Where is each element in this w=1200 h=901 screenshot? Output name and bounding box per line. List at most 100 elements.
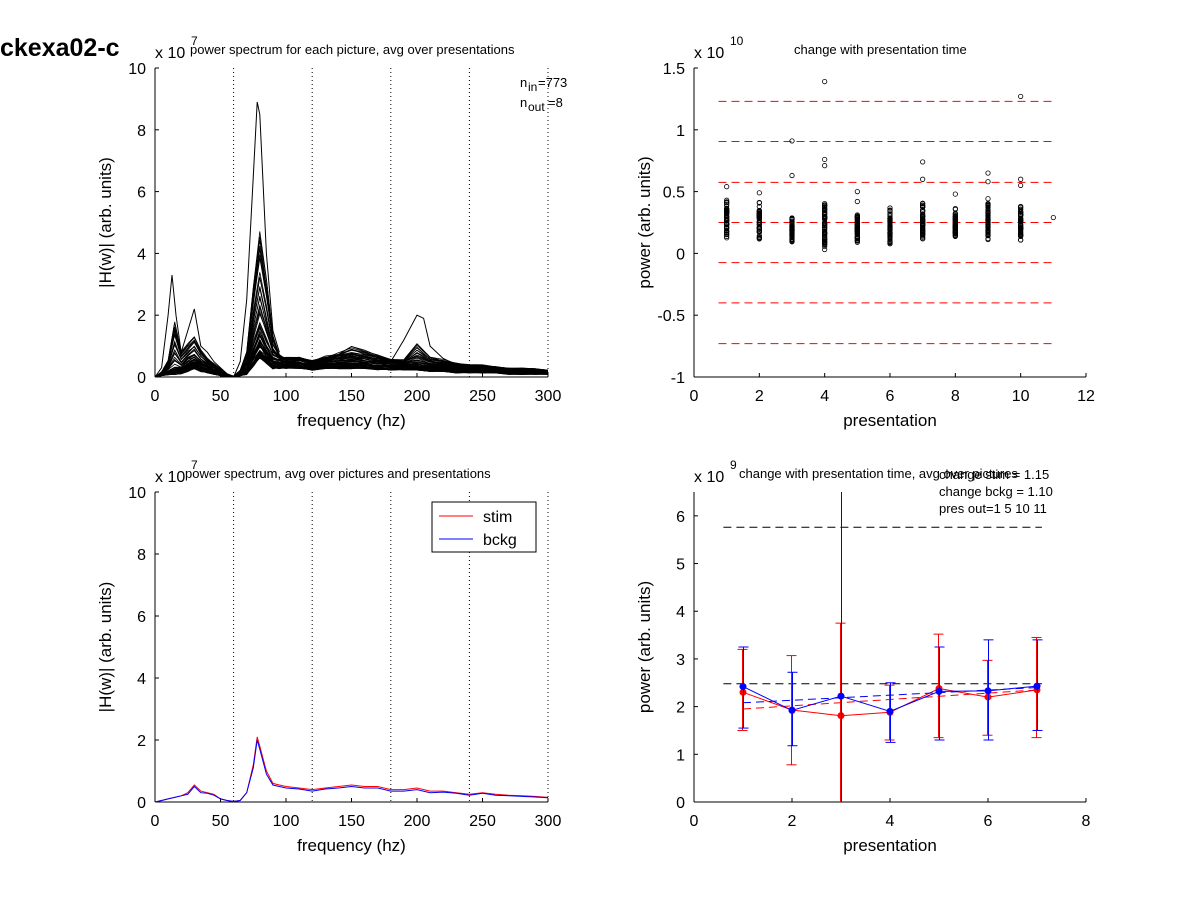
y-tick-label: 1.5 <box>663 61 685 78</box>
scatter-point <box>724 231 730 237</box>
chart-panel-2: 0 2 4 6 8 10 12 -1 -0.5 0 0.5 1 1.5 x 10 10 presentatio… <box>635 34 1095 430</box>
spectrum-trace <box>154 353 549 378</box>
scatter-point <box>887 232 893 238</box>
y-tick-label: 6 <box>137 185 146 202</box>
x-tick-label: 2 <box>788 813 797 830</box>
scatter-point <box>985 217 991 223</box>
scatter-point <box>1018 225 1024 231</box>
scatter-point <box>789 215 795 222</box>
scatter-point <box>985 201 991 208</box>
scatter-point <box>1018 218 1024 224</box>
y-multiplier: x 10 <box>155 45 185 62</box>
series-point-bckg <box>935 687 943 695</box>
chart-title: power spectrum, avg over pictures and pr… <box>185 466 491 481</box>
scatter-point <box>854 239 860 245</box>
n-in-label: n <box>520 75 527 90</box>
spectrum-trace <box>154 341 549 378</box>
y-multiplier-exponent: 9 <box>730 458 737 472</box>
spectrum-trace <box>154 335 549 378</box>
scatter-point <box>985 220 991 226</box>
scatter-outlier-point <box>920 176 926 182</box>
x-tick-label: 250 <box>469 813 496 830</box>
x-tick-label: 6 <box>984 813 993 830</box>
n-out-label: n <box>520 95 527 110</box>
y-tick-label: 4 <box>137 671 146 688</box>
y-tick-label: 4 <box>137 246 146 263</box>
scatter-point <box>789 238 795 244</box>
x-axis-label: presentation <box>843 836 937 855</box>
x-tick-label: 300 <box>535 388 562 405</box>
scatter-outlier-point <box>822 156 828 163</box>
scatter-point <box>887 229 893 236</box>
series-point-bckg <box>984 687 992 695</box>
scatter-point <box>887 219 893 225</box>
y-tick-label: 6 <box>137 609 146 626</box>
y-tick-label: 10 <box>128 61 146 78</box>
spectrum-trace <box>154 344 549 378</box>
scatter-point <box>789 218 795 224</box>
scatter-point <box>756 235 762 242</box>
scatter-point <box>854 222 860 229</box>
scatter-point <box>756 213 762 219</box>
chart-panel-4: 0 2 4 6 8 0 1 2 3 4 5 6 x 10 9 presentation power (arb.… <box>635 458 1091 855</box>
scatter-outlier-point <box>985 179 991 185</box>
y-tick-label: -0.5 <box>657 308 685 325</box>
scatter-point <box>789 225 795 231</box>
scatter-point <box>1018 211 1024 217</box>
y-tick-label: 8 <box>137 123 146 140</box>
scatter-point <box>952 216 958 222</box>
x-tick-label: 8 <box>1082 813 1091 830</box>
scatter-point <box>920 226 926 232</box>
y-tick-label: 1 <box>676 747 685 764</box>
scatter-point <box>756 199 762 206</box>
scatter-point <box>724 235 730 241</box>
x-tick-label: 0 <box>151 388 160 405</box>
y-tick-label: 2 <box>137 733 146 750</box>
scatter-point <box>756 225 762 231</box>
y-tick-label: 2 <box>137 308 146 325</box>
scatter-point <box>822 207 828 213</box>
y-tick-label: 8 <box>137 547 146 564</box>
chart-panel-1: 0 50 100 150 200 250 300 0 2 4 6 8 10 x 10 7 frequency … <box>96 34 567 430</box>
scatter-point <box>920 222 926 229</box>
x-tick-label: 0 <box>690 813 699 830</box>
n-out-subscript: out <box>528 100 545 114</box>
scatter-outlier-point <box>920 159 926 165</box>
y-tick-label: 1 <box>676 123 685 140</box>
scatter-point <box>985 196 991 202</box>
scatter-point <box>822 237 828 243</box>
scatter-point <box>952 213 958 219</box>
scatter-point <box>920 217 926 223</box>
scatter-point <box>724 208 730 214</box>
scatter-outlier-point <box>822 78 828 85</box>
scatter-point <box>985 204 991 210</box>
scatter-outlier-point <box>789 138 795 144</box>
x-tick-label: 100 <box>273 388 300 405</box>
x-tick-label: 50 <box>212 813 230 830</box>
x-tick-label: 12 <box>1077 388 1095 405</box>
scatter-point <box>756 222 762 228</box>
x-tick-label: 4 <box>886 813 895 830</box>
x-tick-label: 250 <box>469 388 496 405</box>
scatter-point <box>756 220 762 226</box>
y-multiplier-exponent: 10 <box>730 34 744 48</box>
scatter-point <box>789 232 795 238</box>
scatter-point <box>952 219 958 225</box>
scatter-point <box>1018 212 1024 219</box>
scatter-point <box>920 229 926 235</box>
x-tick-label: 150 <box>338 388 365 405</box>
annotation-line: change bckg = 1.10 <box>939 484 1053 499</box>
legend-box <box>431 501 537 553</box>
y-axis-label: |H(w)| (arb. units) <box>96 157 115 288</box>
y-multiplier: x 10 <box>694 469 724 486</box>
series-line-stim <box>154 736 549 803</box>
series-point-bckg <box>837 692 845 700</box>
series-point-bckg <box>886 707 894 715</box>
scatter-point <box>887 227 893 233</box>
scatter-outlier-point <box>854 198 860 205</box>
scatter-point <box>724 197 730 203</box>
chart-title: power spectrum for each picture, avg ove… <box>190 42 515 57</box>
legend-label-stim: stim <box>483 509 512 526</box>
scatter-point <box>724 205 730 211</box>
